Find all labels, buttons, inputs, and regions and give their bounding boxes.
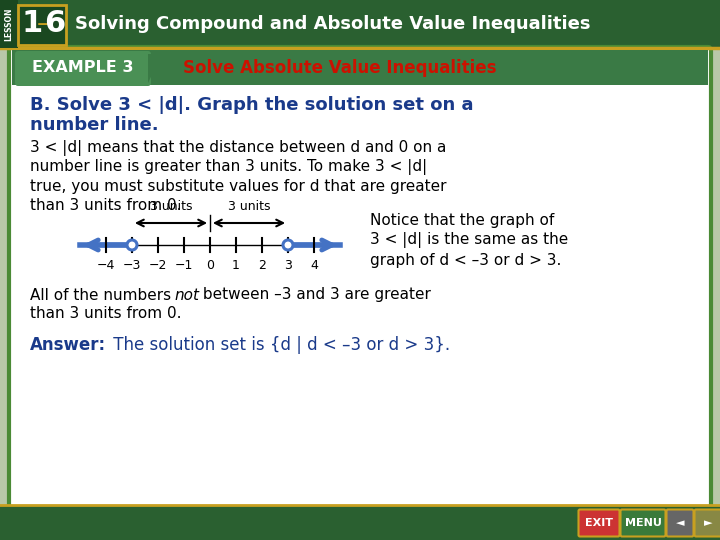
Text: 3: 3 [284,259,292,272]
Text: 2: 2 [258,259,266,272]
Text: EXIT: EXIT [585,518,613,528]
Text: ◄: ◄ [676,518,684,528]
Text: number line is greater than 3 units. To make 3 < |d|: number line is greater than 3 units. To … [30,159,427,175]
Text: −1: −1 [175,259,193,272]
FancyBboxPatch shape [15,51,151,86]
FancyBboxPatch shape [621,510,665,537]
Polygon shape [148,54,162,83]
FancyBboxPatch shape [695,510,720,537]
Text: 3 < |d| means that the distance between d and 0 on a: 3 < |d| means that the distance between … [30,140,446,156]
Circle shape [283,240,293,250]
Text: Solving Compound and Absolute Value Inequalities: Solving Compound and Absolute Value Ineq… [75,15,590,33]
FancyBboxPatch shape [18,5,66,45]
Text: 1: 1 [22,10,42,38]
Text: −4: −4 [96,259,115,272]
Text: LESSON: LESSON [4,7,14,40]
Text: Notice that the graph of: Notice that the graph of [370,213,554,227]
Text: 6: 6 [45,10,66,38]
Text: ►: ► [703,518,712,528]
Text: EXAMPLE 3: EXAMPLE 3 [32,60,134,76]
Text: Solve Absolute Value Inequalities: Solve Absolute Value Inequalities [184,59,497,77]
Text: The solution set is {d | d < –3 or d > 3}.: The solution set is {d | d < –3 or d > 3… [108,336,450,354]
Text: B. Solve 3 < |d|. Graph the solution set on a: B. Solve 3 < |d|. Graph the solution set… [30,96,474,114]
Text: 3 < |d| is the same as the: 3 < |d| is the same as the [370,232,568,248]
Text: not: not [174,287,199,302]
Text: 3 units: 3 units [150,200,192,213]
Text: −2: −2 [149,259,167,272]
Text: 1: 1 [232,259,240,272]
Text: number line.: number line. [30,116,158,134]
Text: All of the numbers: All of the numbers [30,287,176,302]
Text: –: – [37,12,49,36]
Text: 3 units: 3 units [228,200,270,213]
Text: true, you must substitute values for d that are greater: true, you must substitute values for d t… [30,179,446,193]
Text: 4: 4 [310,259,318,272]
Text: 0: 0 [206,259,214,272]
Circle shape [127,240,137,250]
Text: Answer:: Answer: [30,336,106,354]
Bar [0,0,720,48]
Text: −3: −3 [123,259,141,272]
FancyBboxPatch shape [9,47,711,508]
Bar [0,0,18,48]
Bar [12,50,708,85]
Bar [0,505,720,540]
Text: than 3 units from 0.: than 3 units from 0. [30,198,181,213]
Text: graph of d < –3 or d > 3.: graph of d < –3 or d > 3. [370,253,562,267]
Text: between –3 and 3 are greater: between –3 and 3 are greater [198,287,431,302]
FancyBboxPatch shape [667,510,693,537]
FancyBboxPatch shape [578,510,619,537]
Text: MENU: MENU [624,518,662,528]
Text: than 3 units from 0.: than 3 units from 0. [30,307,181,321]
